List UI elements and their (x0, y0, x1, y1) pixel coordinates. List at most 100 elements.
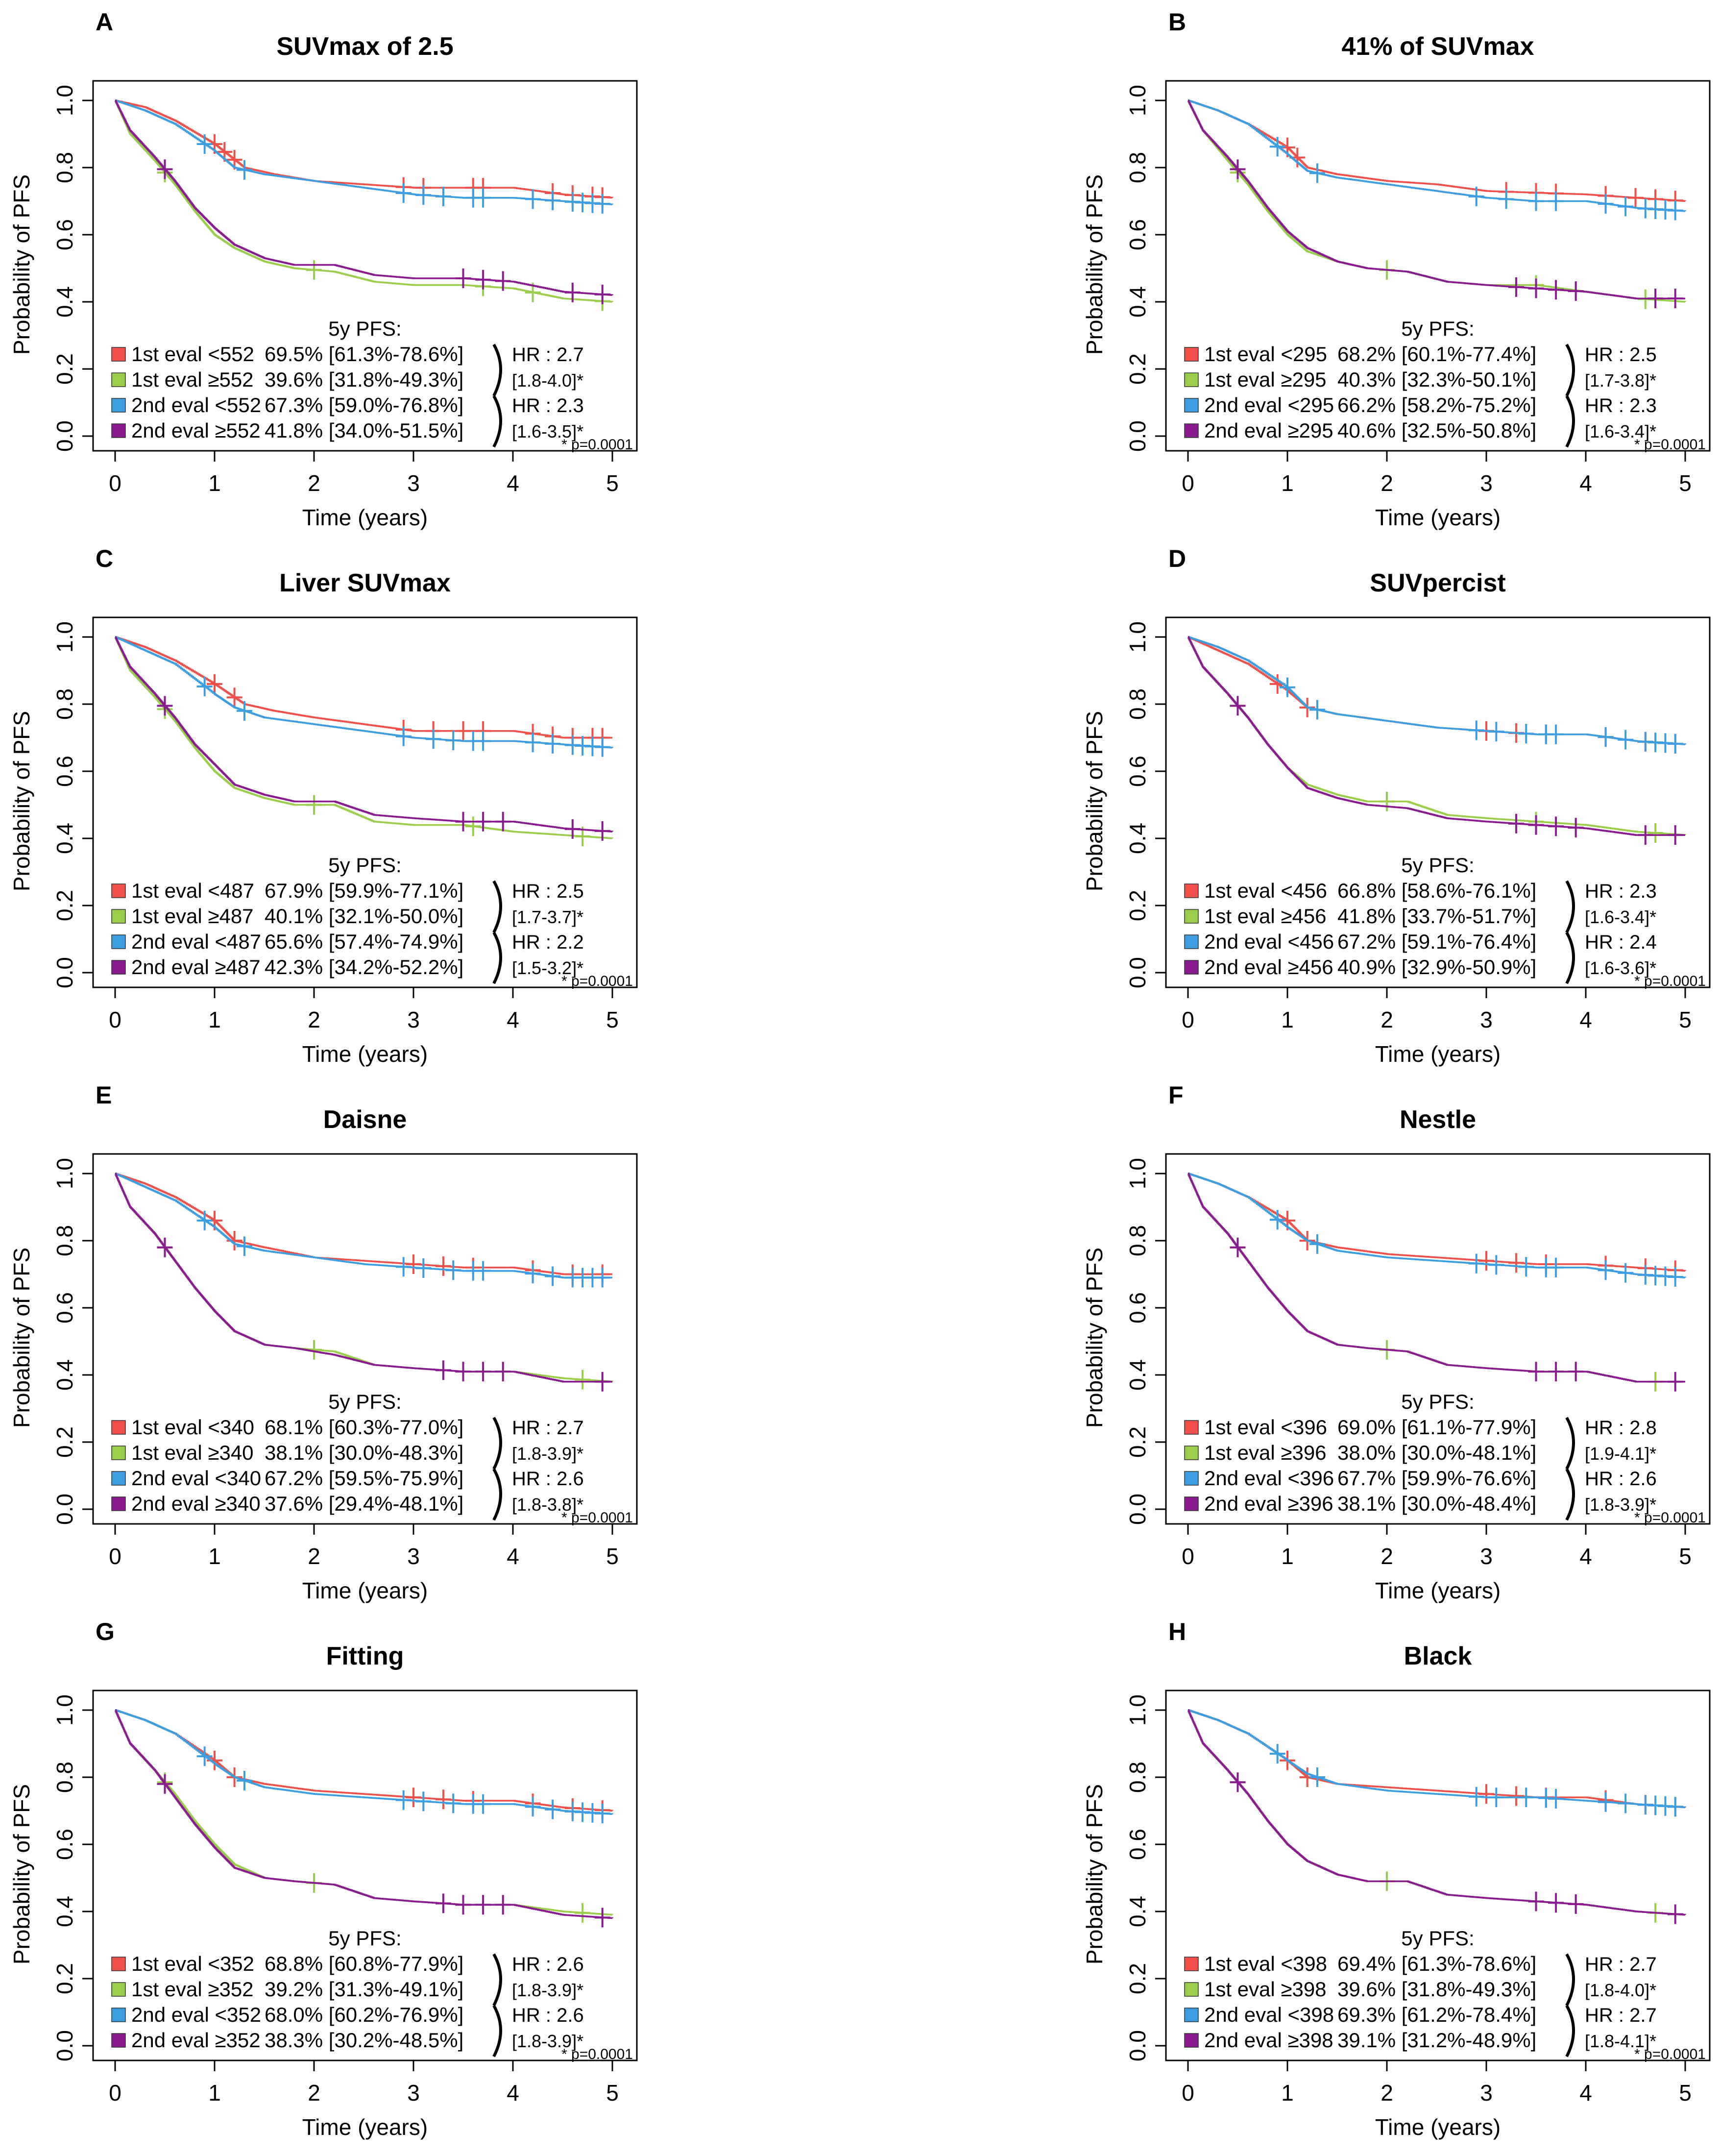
km-curve-blue (1188, 636, 1686, 745)
censor-mark (435, 186, 451, 206)
censor-mark (1647, 289, 1664, 309)
censor-mark (594, 1908, 610, 1928)
censor-mark (455, 1895, 471, 1915)
censor-mark (435, 1789, 451, 1810)
legend-swatch-blue (1184, 2008, 1199, 2022)
bracket (492, 343, 502, 397)
legend-swatch-purple (1184, 960, 1199, 975)
x-tick-label: 2 (308, 1544, 320, 1569)
legend-label: 1st eval <552 (131, 343, 254, 366)
km-curve-blue (115, 636, 613, 749)
x-tick-label: 3 (1480, 2080, 1493, 2106)
legend-swatch-blue (1184, 398, 1199, 413)
panel-title: Liver SUVmax (279, 569, 451, 597)
hazard-ratio-text: [1.8-4.0]* (1585, 1980, 1656, 2000)
censor-mark (236, 1236, 252, 1256)
x-tick-label: 5 (1679, 1544, 1692, 1569)
legend-pfs: 37.6% [29.4%-48.1%] (265, 1492, 463, 1515)
legend-swatch-red (1184, 883, 1199, 898)
y-tick-label: 0.6 (52, 1829, 77, 1860)
censor-mark (1508, 1786, 1524, 1806)
hazard-ratio-text: [1.6-3.6]* (1585, 958, 1656, 978)
y-tick-label: 0.8 (52, 688, 77, 720)
censor-mark (1667, 1797, 1683, 1817)
censor-mark (1667, 734, 1683, 754)
km-curve-green (115, 99, 613, 303)
censor-mark (1548, 1893, 1564, 1913)
censor-mark (575, 1370, 591, 1390)
censor-mark (1508, 1253, 1524, 1273)
censor-mark (1548, 1362, 1564, 1382)
x-tick-label: 4 (507, 1544, 519, 1569)
censor-mark (157, 159, 173, 179)
legend-label: 2nd eval ≥487 (131, 956, 261, 979)
x-tick-label: 4 (507, 1007, 519, 1032)
legend-label: 1st eval <340 (131, 1416, 254, 1439)
legend-pfs: 65.6% [57.4%-74.9%] (265, 930, 463, 953)
legend-pfs: 38.1% [30.0%-48.4%] (1337, 1492, 1536, 1515)
censor-mark (1598, 1260, 1614, 1280)
censor-mark (395, 1790, 412, 1810)
legend-swatch-green (1184, 372, 1199, 387)
censor-mark (415, 185, 432, 205)
censor-mark (425, 729, 441, 749)
y-tick-label: 0.4 (1125, 823, 1150, 854)
censor-mark (1548, 816, 1564, 836)
y-axis-label: Probability of PFS (9, 1248, 34, 1428)
legend-swatch-purple (111, 423, 126, 438)
panel-letter: H (1168, 1618, 1186, 1645)
censor-mark (196, 677, 213, 697)
hazard-ratio-text: [1.8-4.1]* (1585, 2031, 1656, 2051)
censor-mark (495, 1362, 511, 1382)
censor-mark (1528, 278, 1544, 298)
censor-mark (1488, 722, 1504, 742)
x-tick-label: 3 (407, 1544, 420, 1569)
legend-pfs: 67.9% [59.9%-77.1%] (265, 879, 463, 902)
y-tick-label: 1.0 (52, 1694, 77, 1726)
y-tick-label: 0.2 (52, 1426, 77, 1458)
legend-title: 5y PFS: (328, 854, 401, 877)
censor-mark (1667, 289, 1683, 309)
y-tick-label: 0.4 (52, 1896, 77, 1927)
censor-mark (545, 191, 561, 211)
hazard-ratio-text: [1.7-3.8]* (1585, 370, 1656, 391)
km-curve-red (1188, 1709, 1686, 1809)
x-tick-label: 3 (1480, 470, 1493, 496)
km-curve-red (1188, 1173, 1686, 1272)
plot-frame (92, 1153, 638, 1525)
bracket (492, 931, 502, 984)
legend-label: 2nd eval ≥398 (1204, 2029, 1333, 2052)
hazard-ratio-text: HR : 2.7 (512, 344, 584, 366)
hazard-ratio-text: HR : 2.6 (512, 1954, 584, 1975)
bracket (492, 2005, 502, 2058)
bracket (1565, 1417, 1575, 1470)
x-tick-label: 5 (606, 1007, 619, 1032)
p-value: * p=0.0001 (561, 2046, 633, 2062)
censor-mark (545, 1799, 561, 1819)
censor-mark (594, 1268, 610, 1288)
y-tick-label: 0.0 (52, 2030, 77, 2061)
censor-mark (1309, 163, 1325, 183)
panel-g: G Fitting 0 1 2 3 4 5 Time (years) 0.0 0.2 0.4 0.6 0.… (9, 1618, 638, 2140)
legend-title: 5y PFS: (1401, 317, 1474, 340)
x-tick-label: 3 (407, 2080, 420, 2106)
panel-letter: G (96, 1618, 115, 1645)
censor-mark (1667, 1372, 1683, 1392)
legend-pfs: 40.9% [32.9%-50.9%] (1337, 956, 1536, 979)
censor-mark (435, 1893, 451, 1913)
x-tick-label: 3 (1480, 1007, 1493, 1032)
km-curve-red (115, 99, 613, 199)
y-tick-label: 1.0 (1125, 621, 1150, 653)
censor-mark (525, 1264, 541, 1284)
legend-pfs: 39.2% [31.3%-49.1%] (265, 1978, 463, 2001)
x-tick-label: 2 (1381, 470, 1393, 496)
legend-label: 1st eval ≥352 (131, 1978, 254, 2001)
x-tick-label: 3 (407, 1007, 420, 1032)
y-tick-label: 0.6 (1125, 1829, 1150, 1860)
legend-swatch-purple (111, 2033, 126, 2048)
panel-title: SUVmax of 2.5 (276, 32, 453, 61)
legend-pfs: 67.7% [59.9%-76.6%] (1337, 1467, 1536, 1490)
legend-swatch-red (111, 883, 126, 898)
y-tick-label: 0.8 (1125, 1762, 1150, 1793)
